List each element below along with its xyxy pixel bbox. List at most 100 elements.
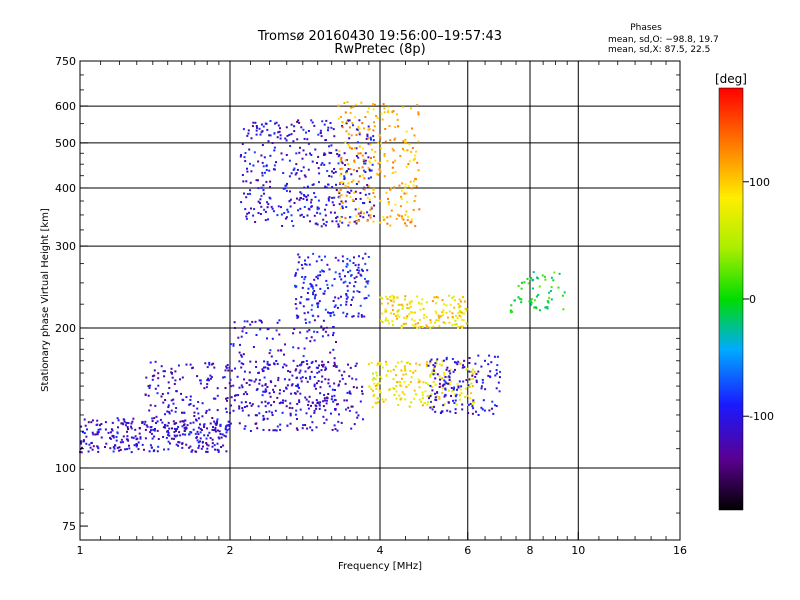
data-point: [418, 326, 421, 329]
data-point: [350, 298, 353, 301]
data-point: [328, 162, 331, 165]
data-point: [149, 444, 152, 447]
data-point: [387, 109, 390, 112]
data-point: [341, 126, 344, 129]
data-point: [296, 383, 299, 386]
data-point: [276, 214, 279, 217]
data-point: [97, 428, 100, 431]
data-point: [562, 308, 565, 311]
data-point: [477, 370, 480, 373]
data-point: [376, 397, 379, 400]
data-point: [216, 442, 219, 445]
data-point: [157, 377, 160, 380]
data-point: [495, 372, 498, 375]
data-point: [418, 386, 421, 389]
data-point: [318, 172, 321, 175]
data-point: [458, 298, 461, 301]
data-point: [327, 199, 330, 202]
stats-header: Phases: [630, 23, 662, 33]
data-point: [261, 171, 264, 174]
data-point: [219, 433, 222, 435]
data-point: [458, 310, 461, 312]
y-tick-label: 75: [62, 520, 76, 533]
data-point: [296, 428, 299, 431]
data-point: [438, 375, 441, 378]
data-point: [185, 396, 188, 399]
data-point: [179, 378, 181, 381]
data-point: [230, 396, 233, 399]
data-point: [304, 396, 307, 399]
data-point: [151, 417, 154, 420]
scatter-points: [79, 101, 566, 454]
data-point: [177, 364, 180, 367]
data-point: [294, 303, 297, 305]
data-point: [431, 406, 433, 409]
data-point: [355, 378, 358, 381]
data-point: [457, 386, 460, 389]
data-point: [480, 406, 483, 409]
data-point: [299, 364, 302, 367]
data-point: [341, 221, 344, 224]
data-point: [345, 315, 348, 318]
data-point: [358, 213, 361, 216]
data-point: [193, 411, 196, 414]
data-point: [295, 427, 298, 430]
data-point: [381, 321, 384, 323]
data-point: [329, 351, 332, 354]
data-point: [196, 407, 199, 410]
data-point: [223, 376, 226, 379]
data-point: [341, 201, 344, 204]
data-point: [280, 401, 282, 404]
data-point: [323, 422, 326, 425]
data-point: [121, 441, 124, 444]
data-point: [413, 324, 416, 327]
data-point: [546, 300, 549, 303]
data-point: [336, 403, 339, 406]
data-point: [421, 396, 424, 399]
data-point: [243, 427, 246, 430]
data-point: [451, 324, 454, 327]
data-point: [491, 400, 494, 403]
data-point: [264, 171, 266, 174]
data-point: [299, 302, 302, 305]
data-point: [305, 263, 308, 266]
data-point: [208, 379, 210, 382]
data-point: [276, 425, 279, 428]
data-point: [181, 411, 183, 414]
data-point: [100, 423, 103, 425]
data-point: [250, 170, 253, 173]
data-point: [265, 180, 268, 183]
data-point: [467, 384, 470, 387]
data-point: [396, 213, 399, 216]
data-point: [149, 384, 152, 387]
data-point: [284, 137, 287, 140]
data-point: [278, 130, 281, 133]
data-point: [300, 126, 303, 129]
data-point: [354, 147, 357, 150]
data-point: [308, 395, 311, 398]
data-point: [275, 429, 278, 432]
data-point: [395, 385, 398, 387]
data-point: [316, 277, 319, 280]
data-point: [429, 406, 432, 409]
data-point: [294, 173, 297, 176]
data-point: [164, 413, 166, 416]
data-point: [428, 395, 431, 398]
data-point: [366, 282, 369, 285]
data-point: [380, 377, 383, 380]
data-point: [156, 420, 159, 423]
data-point: [89, 446, 92, 449]
data-point: [530, 298, 533, 301]
data-point: [323, 397, 326, 400]
data-point: [427, 401, 429, 404]
data-point: [266, 206, 269, 209]
data-point: [179, 420, 182, 423]
data-point: [109, 436, 111, 439]
data-point: [295, 152, 298, 155]
data-point: [225, 411, 228, 413]
data-point: [301, 276, 304, 278]
data-point: [275, 329, 278, 332]
data-point: [363, 315, 366, 318]
data-point: [289, 370, 292, 373]
data-point: [285, 126, 288, 129]
